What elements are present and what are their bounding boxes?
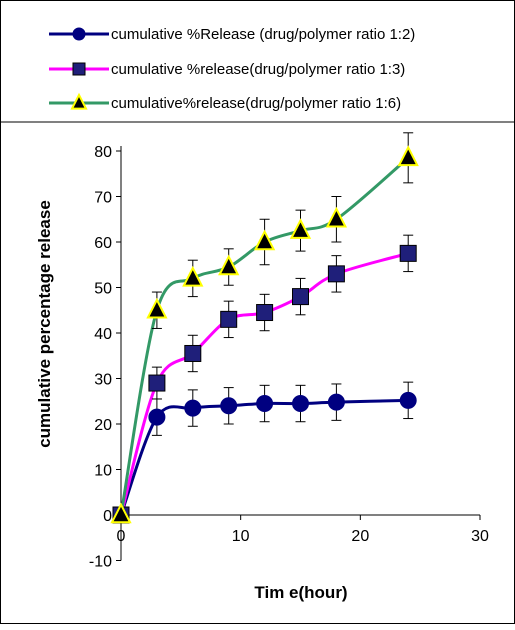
y-tick-label: 60 — [94, 235, 112, 252]
data-point — [289, 218, 312, 239]
plot-area: -10 0 10 20 30 40 50 60 70 80 0 10 20 30 — [89, 132, 489, 571]
data-point — [399, 244, 417, 262]
data-point — [220, 397, 238, 415]
y-tick-label: 50 — [94, 281, 112, 298]
data-point — [148, 374, 166, 392]
data-point — [184, 344, 202, 362]
y-tick-label: -10 — [89, 554, 112, 571]
legend-swatch-marker — [72, 62, 86, 76]
legend-swatch-marker — [72, 27, 86, 41]
data-point — [399, 391, 417, 409]
data-point — [327, 393, 345, 411]
x-axis-title: Tim e(hour) — [254, 583, 347, 602]
y-tick-label: 40 — [94, 326, 112, 343]
data-point — [325, 206, 348, 228]
data-point — [397, 145, 419, 167]
y-tick-label: 80 — [94, 144, 112, 161]
data-point — [253, 229, 276, 251]
y-tick-label: 30 — [94, 372, 112, 389]
y-axis-title: cumulative percentage release — [35, 200, 54, 448]
y-tick-label: 10 — [94, 463, 112, 480]
legend-swatch-marker — [70, 92, 88, 110]
data-point — [148, 408, 166, 426]
legend-item-1: cumulative %Release (drug/polymer ratio … — [49, 26, 415, 43]
y-tick-label: 0 — [103, 508, 112, 525]
series-1 — [112, 381, 417, 524]
legend: cumulative %Release (drug/polymer ratio … — [49, 26, 415, 112]
y-tick-label: 20 — [94, 417, 112, 434]
data-point — [184, 399, 202, 417]
legend-item-2: cumulative %release(drug/polymer ratio 1… — [49, 61, 405, 78]
data-point — [256, 304, 274, 322]
legend-label: cumulative%release(drug/polymer ratio 1:… — [111, 95, 401, 112]
y-tick-label: 70 — [94, 190, 112, 207]
data-point — [146, 297, 168, 319]
legend-item-3: cumulative%release(drug/polymer ratio 1:… — [49, 92, 401, 112]
legend-label: cumulative %Release (drug/polymer ratio … — [111, 26, 415, 43]
x-tick-label: 20 — [351, 528, 369, 545]
series-3 — [110, 132, 419, 524]
data-point — [110, 502, 132, 524]
data-point — [292, 395, 309, 413]
x-tick-label: 30 — [471, 528, 489, 545]
data-point — [292, 288, 309, 306]
data-point — [218, 254, 240, 276]
data-point — [256, 395, 274, 413]
x-tick-label: 10 — [232, 528, 250, 545]
data-point — [327, 265, 345, 283]
series-line — [119, 156, 410, 516]
data-point — [220, 310, 238, 328]
series-2 — [112, 234, 417, 524]
legend-label: cumulative %release(drug/polymer ratio 1… — [111, 61, 405, 78]
x-tick-label: 0 — [117, 528, 126, 545]
data-point — [182, 265, 204, 287]
